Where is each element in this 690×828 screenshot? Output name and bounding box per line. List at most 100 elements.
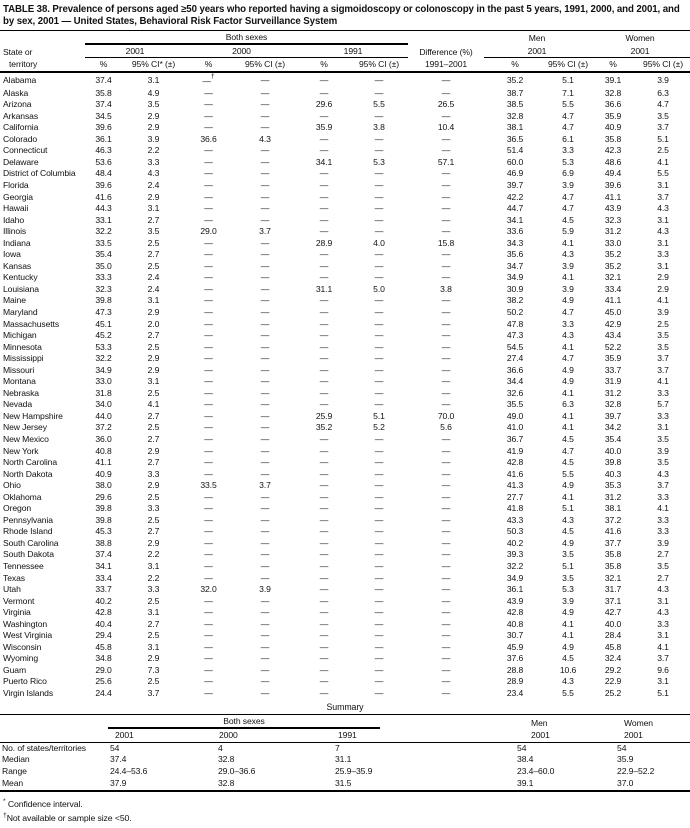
table-row: Ohio 38.0 2.9 33.5 3.7 — — — 41.3 4.9 35.3 3.7 <box>0 480 690 492</box>
table-row: Michigan 45.2 2.7 — — — — — 47.3 4.3 43.4 3.5 <box>0 330 690 342</box>
value-cell: — <box>374 226 384 237</box>
value-cell: 2.5 <box>147 630 160 641</box>
value-cell: — <box>441 145 451 156</box>
value-cell: 33.0 <box>95 376 112 387</box>
value-cell: 10.6 <box>559 664 577 675</box>
value-cell: — <box>441 341 451 352</box>
value-cell: — <box>319 514 329 525</box>
value-cell: 2.5 <box>147 491 160 502</box>
value-cell: 2.9 <box>147 445 160 456</box>
value-cell: 37.4 <box>95 549 112 560</box>
value-cell: 51.4 <box>506 145 524 156</box>
table-row: Arizona 37.4 3.5 — — 29.6 5.5 26.5 38.5 5.5 36.6 4.… <box>0 99 690 111</box>
value-cell: 4.9 <box>562 641 574 652</box>
value-cell: 22.9 <box>604 676 622 687</box>
value-cell: — <box>319 630 329 641</box>
summary-value-cell: 31.1 <box>335 754 352 765</box>
value-cell: — <box>319 203 329 214</box>
value-cell: 31.7 <box>604 584 622 595</box>
table-row: Wyoming 34.8 2.9 — — — — — 37.6 4.5 32.4 3.7 <box>0 653 690 665</box>
value-cell: — <box>441 457 451 468</box>
value-cell: 39.6 <box>604 179 622 190</box>
value-cell: 3.9 <box>259 584 271 595</box>
value-cell: 36.6 <box>604 99 622 110</box>
year-2001-header: 2001 <box>85 44 185 59</box>
value-cell: — <box>204 110 213 121</box>
value-cell: 45.1 <box>95 318 112 329</box>
value-cell: 3.1 <box>147 295 160 306</box>
state-name: Louisiana <box>3 283 39 294</box>
header-group-row: Both sexes Men Women <box>0 30 690 46</box>
value-cell: — <box>204 572 213 583</box>
value-cell: — <box>319 179 329 190</box>
table-row: Guam 29.0 7.3 — — — — — 28.8 10.6 29.2 9.6 <box>0 665 690 677</box>
value-cell: 40.8 <box>506 618 524 629</box>
value-cell: 4.7 <box>562 191 574 202</box>
value-cell: — <box>319 503 329 514</box>
value-cell: — <box>441 387 451 398</box>
value-cell: — <box>260 514 270 525</box>
value-cell: 34.0 <box>95 399 112 410</box>
value-cell: — <box>260 688 270 699</box>
table-row: Kentucky 33.3 2.4 — — — — — 34.9 4.1 32.1 2.9 <box>0 272 690 284</box>
value-cell: 2.5 <box>147 676 160 687</box>
state-name: Massachusetts <box>3 318 60 329</box>
value-cell: 2.0 <box>147 318 160 329</box>
value-cell: — <box>374 688 384 699</box>
value-cell: — <box>260 410 270 421</box>
table-row: Arkansas 34.5 2.9 — — — — — 32.8 4.7 35.9 3.5 <box>0 111 690 123</box>
value-cell: — <box>204 526 213 537</box>
value-cell: 32.8 <box>604 87 622 98</box>
value-cell: 3.3 <box>657 514 669 525</box>
footnote-marker: † <box>3 811 7 819</box>
value-cell: 31.1 <box>315 283 333 294</box>
value-cell: 31.2 <box>604 491 622 502</box>
state-name: Pennsylvania <box>3 514 53 525</box>
spacer-cell <box>0 728 108 743</box>
value-cell: 2.5 <box>147 514 160 525</box>
value-cell: 49.4 <box>604 168 622 179</box>
value-cell: 2.7 <box>147 434 160 444</box>
ci-header: 95% CI (±) <box>546 57 591 74</box>
value-cell: 5.0 <box>373 283 385 294</box>
summary-men-spanner: Men <box>531 717 548 728</box>
main-table: Both sexes Men Women State or 2001 2000 … <box>0 30 690 699</box>
value-cell: — <box>441 434 451 444</box>
pct-header: % <box>590 57 637 74</box>
value-cell: 29.0 <box>200 226 217 237</box>
dagger-footnote-mark: † <box>210 72 215 80</box>
value-cell: 25.6 <box>95 676 112 687</box>
value-cell: — <box>441 295 451 306</box>
value-cell: — <box>260 295 270 306</box>
value-cell: — <box>441 399 451 410</box>
state-name: Wyoming <box>3 653 39 664</box>
value-cell: — <box>441 74 451 85</box>
value-cell: 3.9 <box>657 306 669 317</box>
value-cell: — <box>260 330 270 341</box>
value-cell: — <box>441 179 451 190</box>
summary-row: Median 37.4 32.8 31.1 38.4 35.9 <box>0 754 690 766</box>
state-name: Illinois <box>3 226 27 237</box>
table-row: New Jersey 37.2 2.5 — — 35.2 5.2 5.6 41.0 4.1 34.2… <box>0 422 690 434</box>
value-cell: 5.5 <box>562 468 574 479</box>
value-cell: — <box>204 364 213 375</box>
value-cell: 2.5 <box>657 145 669 156</box>
value-cell: 3.3 <box>147 503 160 514</box>
value-cell: 49.0 <box>506 410 524 421</box>
value-cell: — <box>441 306 451 317</box>
table-row: North Carolina 41.1 2.7 — — — — — 42.8 4.5 39.8 3.5 <box>0 457 690 469</box>
value-cell: — <box>441 503 451 514</box>
value-cell: — <box>319 561 329 572</box>
main-table-header: Both sexes Men Women State or 2001 2000 … <box>0 30 690 74</box>
value-cell: 10.4 <box>437 122 455 133</box>
summary-men-year-header: 2001 <box>515 728 611 743</box>
value-cell: 36.6 <box>506 364 524 375</box>
value-cell: — <box>441 664 451 675</box>
value-cell: 3.1 <box>147 561 160 572</box>
value-cell: 4.7 <box>562 445 574 456</box>
table-row: Texas 33.4 2.2 — — — — — 34.9 3.5 32.1 2.7 <box>0 573 690 585</box>
value-cell: —† <box>202 72 215 87</box>
value-cell: 3.9 <box>147 133 160 144</box>
value-cell: — <box>260 434 270 444</box>
value-cell: 29.4 <box>95 630 112 641</box>
